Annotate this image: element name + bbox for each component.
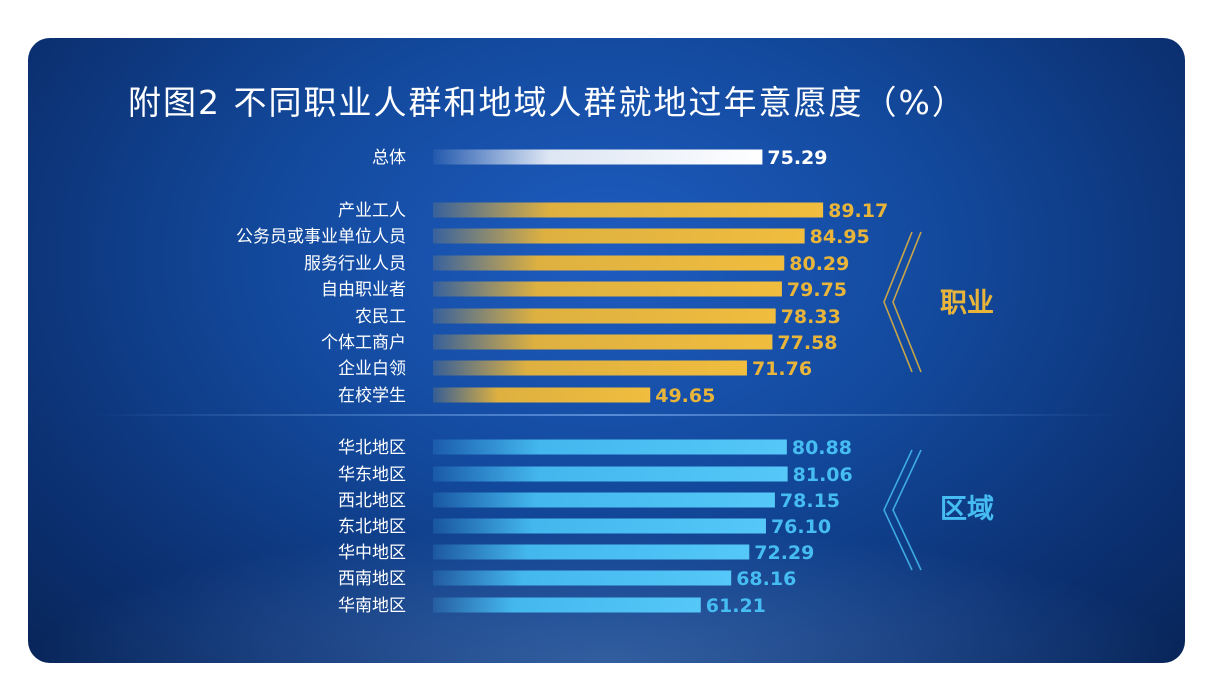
- bar: [433, 466, 788, 482]
- value-label: 72.29: [754, 542, 814, 564]
- bar: [433, 570, 732, 586]
- category-label: 华中地区: [338, 543, 406, 563]
- value-label: 71.76: [752, 358, 812, 380]
- value-label: 76.10: [771, 516, 831, 538]
- category-label: 公务员或事业单位人员: [236, 227, 406, 247]
- category-label: 在校学生: [338, 386, 406, 406]
- group-label: 区域: [940, 494, 994, 525]
- section-divider: [88, 414, 1125, 416]
- bar: [433, 202, 824, 218]
- bar: [433, 334, 773, 350]
- group-label: 职业: [940, 288, 994, 319]
- bar: [433, 360, 747, 376]
- bar: [433, 518, 766, 534]
- value-label: 77.58: [777, 332, 837, 354]
- category-label: 产业工人: [338, 201, 406, 221]
- bar: [433, 492, 775, 508]
- bar: [433, 387, 651, 403]
- page-title: 附图2 不同职业人群和地域人群就地过年意愿度（%）: [128, 83, 967, 122]
- value-label: 80.29: [789, 253, 849, 275]
- category-label: 服务行业人员: [304, 254, 406, 274]
- bar: [433, 544, 750, 560]
- category-label: 华南地区: [338, 596, 406, 616]
- category-label: 农民工: [355, 307, 406, 327]
- category-label: 东北地区: [338, 517, 406, 537]
- value-label: 75.29: [767, 147, 827, 169]
- bar: [433, 439, 787, 455]
- value-label: 89.17: [828, 200, 888, 222]
- bar: [433, 308, 776, 324]
- value-label: 78.33: [781, 306, 841, 328]
- value-label: 68.16: [736, 568, 796, 590]
- bar: [433, 149, 763, 165]
- bar: [433, 597, 701, 613]
- category-label: 华东地区: [338, 465, 406, 485]
- value-label: 84.95: [810, 226, 870, 248]
- value-label: 78.15: [780, 490, 840, 512]
- group-bracket: [883, 449, 922, 571]
- category-label: 华北地区: [338, 438, 406, 458]
- bar: [433, 255, 785, 271]
- category-label: 西南地区: [338, 569, 406, 589]
- category-label: 个体工商户: [321, 333, 406, 353]
- value-label: 80.88: [792, 437, 852, 459]
- value-label: 81.06: [793, 464, 853, 486]
- bar: [433, 228, 805, 244]
- group-bracket: [883, 231, 922, 373]
- category-label: 自由职业者: [321, 280, 406, 300]
- category-label: 西北地区: [338, 491, 406, 511]
- value-label: 49.65: [655, 385, 715, 407]
- value-label: 61.21: [706, 595, 766, 617]
- category-label: 总体: [372, 148, 406, 168]
- value-label: 79.75: [787, 279, 847, 301]
- category-label: 企业白领: [338, 359, 406, 379]
- bar: [433, 281, 782, 297]
